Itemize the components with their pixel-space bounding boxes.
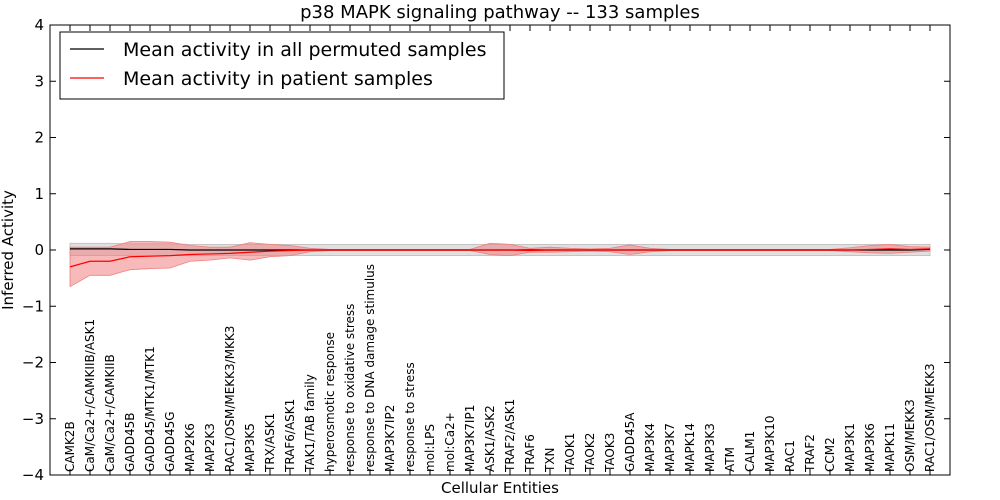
x-tick-label: hyperosmotic response <box>323 332 337 472</box>
legend-label-patient: Mean activity in patient samples <box>123 68 433 90</box>
x-tick-label: mol:LPS <box>423 424 437 472</box>
y-tick-label: 2 <box>34 129 44 147</box>
x-tick-label: response to DNA damage stimulus <box>363 264 377 472</box>
y-axis-label: Inferred Activity <box>0 190 17 310</box>
x-tick-label: MAP3K7 <box>663 423 677 472</box>
y-tick-label: −4 <box>22 466 44 484</box>
x-tick-label: GADD45/MTK1/MTK1 <box>143 346 157 472</box>
x-tick-label: GADD45B <box>123 413 137 473</box>
x-tick-label: mol:Ca2+ <box>443 412 457 472</box>
x-tick-label: GADD45G <box>163 411 177 472</box>
x-tick-label: RAC1/OSM/MEKK3/MKK3 <box>223 326 237 472</box>
y-tick-label: −1 <box>22 297 44 315</box>
y-tick-label: 4 <box>34 16 44 34</box>
x-tick-label: MAP3K7IP2 <box>383 405 397 472</box>
x-tick-label: TRAF6/ASK1 <box>283 399 297 473</box>
y-tick-label: 3 <box>34 72 44 90</box>
x-tick-label: MAPK14 <box>683 423 697 472</box>
x-tick-label: TRAF6 <box>523 434 537 473</box>
x-axis-ticks: CAMK2B CaM/Ca2+/CAMKIIB/ASK1 CaM/Ca2+/CAMK… <box>63 25 937 475</box>
x-tick-label: GADD45A <box>623 412 637 472</box>
x-tick-label: MAPK11 <box>883 423 897 472</box>
x-tick-label: TAOK3 <box>603 433 617 473</box>
x-tick-label: MAP2K3 <box>203 423 217 472</box>
x-tick-label: CCM2 <box>823 437 837 472</box>
chart-title: p38 MAPK signaling pathway -- 133 sample… <box>300 2 700 23</box>
x-tick-label: TRAF2/ASK1 <box>503 399 517 473</box>
x-tick-label: MAP2K6 <box>183 423 197 472</box>
x-tick-label: CALM1 <box>743 431 757 472</box>
x-tick-label: TRX/ASK1 <box>263 413 277 473</box>
y-tick-label: 0 <box>34 241 44 259</box>
x-tick-label: RAC1 <box>783 440 797 472</box>
x-tick-label: CAMK2B <box>63 421 77 472</box>
x-tick-label: ASK1/ASK2 <box>483 405 497 472</box>
x-tick-label: response to stress <box>403 362 417 472</box>
x-tick-label: MAP3K5 <box>243 423 257 472</box>
x-tick-label: ATM <box>723 447 737 472</box>
x-tick-label: RAC1/OSM/MEKK3 <box>923 363 937 472</box>
legend-label-permuted: Mean activity in all permuted samples <box>123 39 486 61</box>
series-lines <box>69 248 931 268</box>
x-tick-label: MAP3K7IP1 <box>463 405 477 472</box>
x-tick-label: MAP3K3 <box>703 423 717 472</box>
x-tick-label: OSM/MEKK3 <box>903 399 917 472</box>
legend: Mean activity in all permuted samples Me… <box>59 31 505 100</box>
x-tick-label: response to oxidative stress <box>343 304 357 472</box>
x-tick-label: TAK1/TAB family <box>303 374 317 473</box>
x-tick-label: MAP3K6 <box>863 423 877 472</box>
y-tick-label: −3 <box>22 410 44 428</box>
x-tick-label: CaM/Ca2+/CAMKIIB <box>103 354 117 472</box>
y-tick-label: −2 <box>22 354 44 372</box>
y-axis-ticks: 4 3 2 1 0 −1 −2 −3 −4 <box>22 16 950 484</box>
x-tick-label: TAOK2 <box>583 433 597 473</box>
x-tick-label: TRAF2 <box>803 434 817 473</box>
x-tick-label: MAP3K10 <box>763 415 777 472</box>
x-tick-label: MAP3K1 <box>843 423 857 472</box>
x-axis-label: Cellular Entities <box>441 479 559 497</box>
series-1-line <box>69 248 931 268</box>
x-tick-label: CaM/Ca2+/CAMKIIB/ASK1 <box>83 319 97 472</box>
x-tick-label: TAOK1 <box>563 433 577 473</box>
y-tick-label: 1 <box>34 185 44 203</box>
x-tick-label: TXN <box>543 447 557 473</box>
legend-box <box>59 31 505 100</box>
x-tick-label: MAP3K4 <box>643 423 657 472</box>
